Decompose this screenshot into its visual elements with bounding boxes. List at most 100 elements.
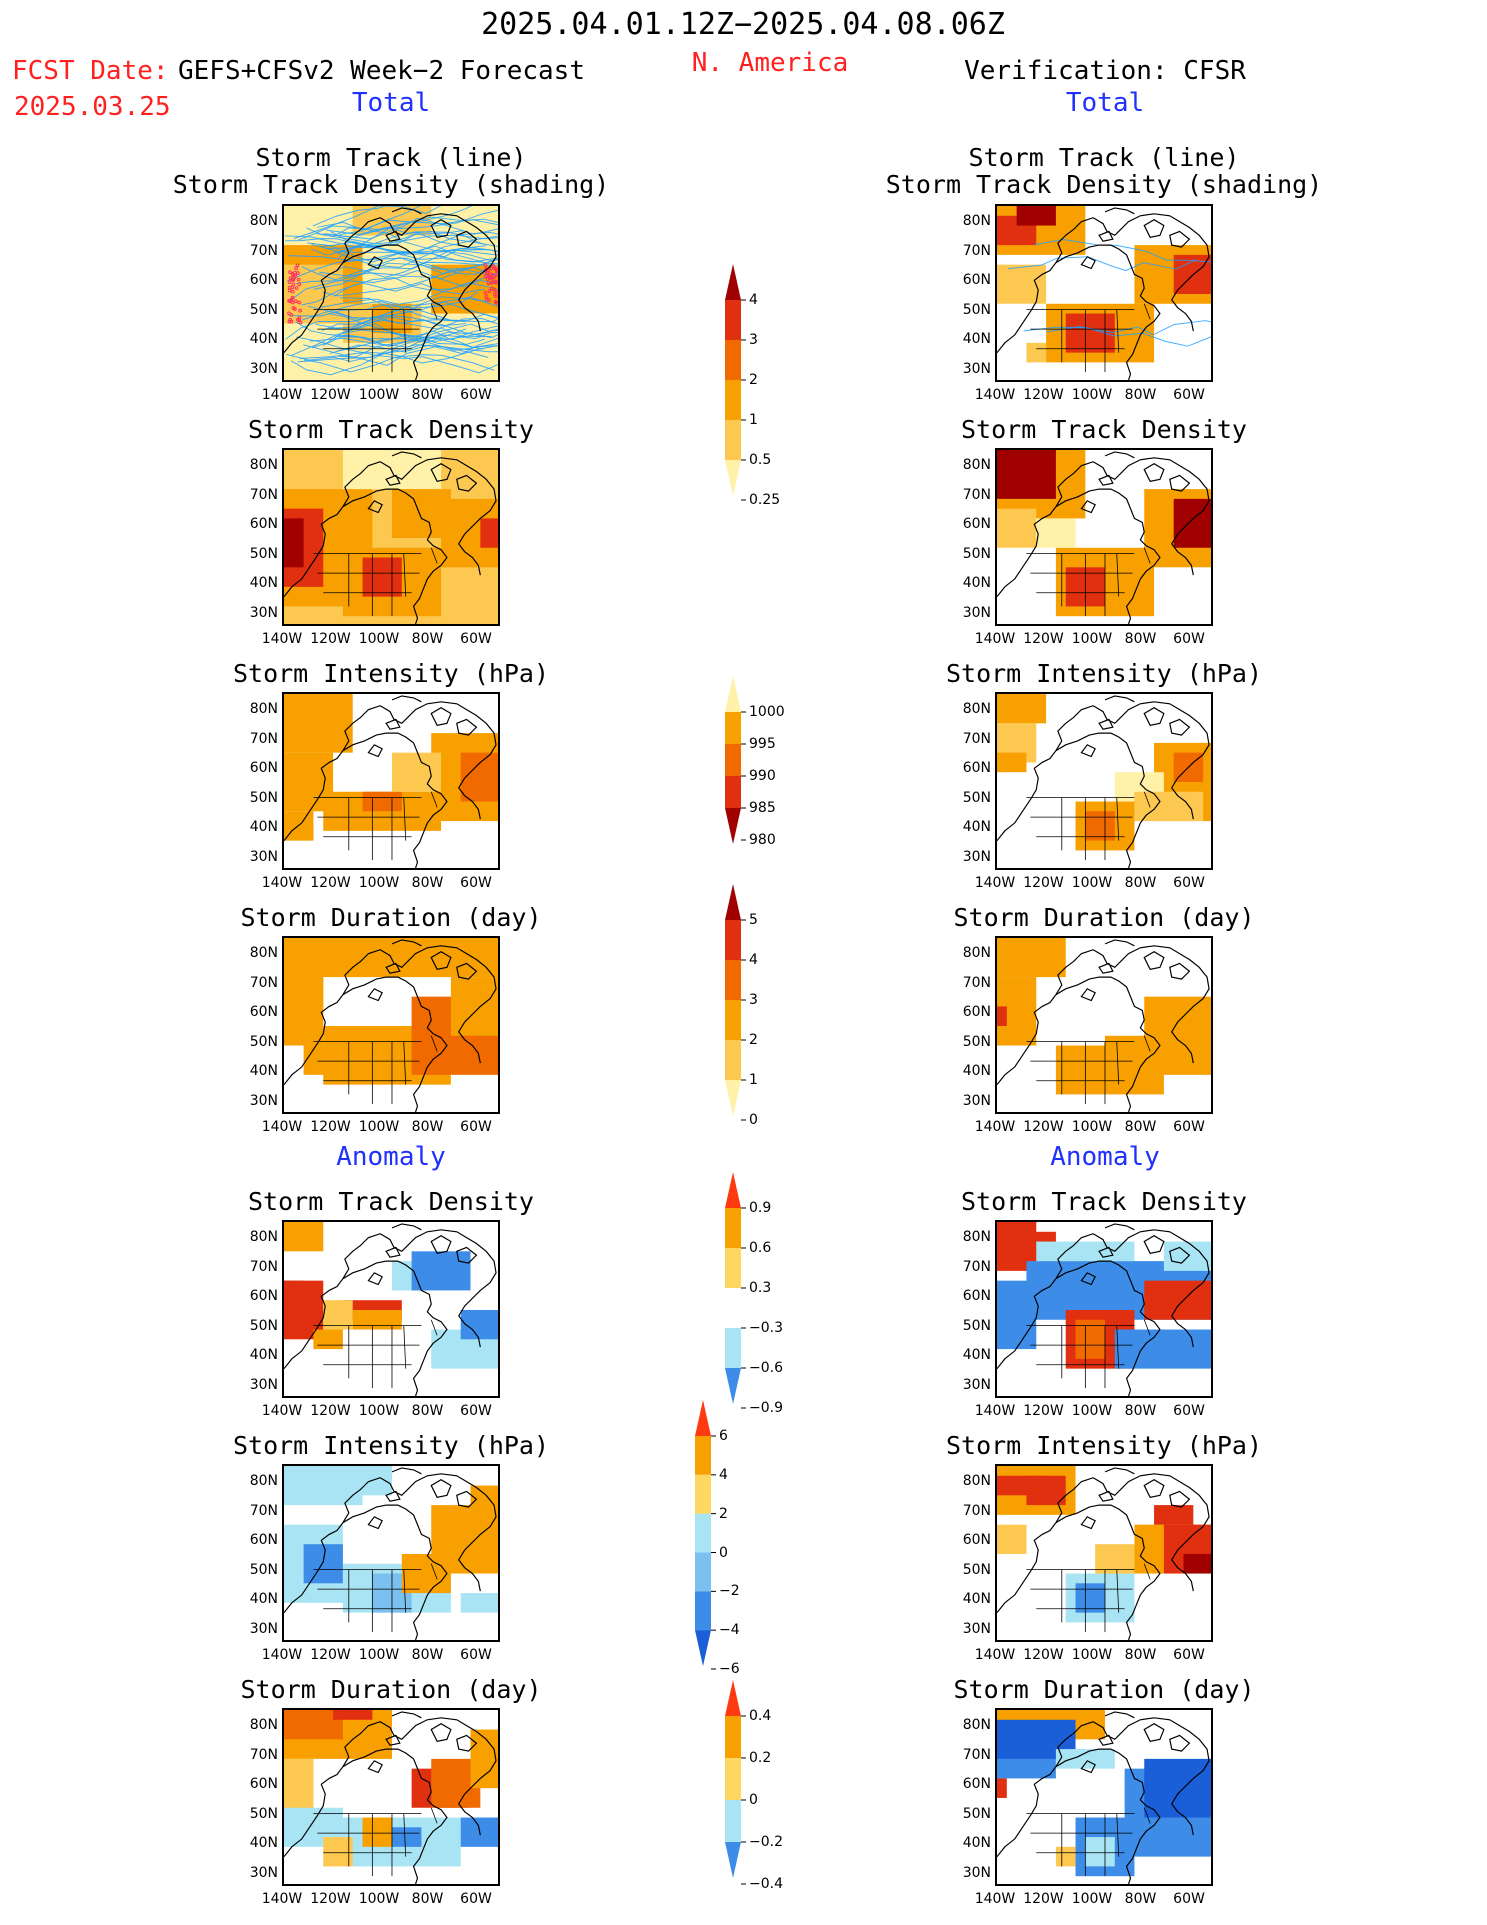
map-panel-5-left — [282, 1464, 500, 1642]
lat-label: 80N — [249, 701, 278, 717]
colorbar-label: 1 — [749, 1072, 758, 1088]
lat-label: 80N — [249, 457, 278, 473]
map-field — [997, 450, 1211, 624]
lon-label: 100W — [1071, 1119, 1113, 1135]
panel-title-0-left: Storm Track Density (shading) — [172, 170, 610, 199]
lon-label: 100W — [358, 631, 400, 647]
colorbar-label: 0.5 — [749, 452, 772, 468]
lat-label: 50N — [962, 301, 991, 318]
lat-label: 70N — [249, 730, 278, 747]
lat-label: 70N — [249, 486, 278, 503]
colorbar-density-total: 4 3 2 1 0.5 0.25 — [725, 264, 805, 536]
lat-label: 60N — [249, 272, 278, 288]
lat-label: 50N — [249, 1033, 278, 1050]
lon-label: 100W — [358, 875, 400, 891]
colorbar-duration-anom: 0.4 0.2 0 −0.2 −0.4 — [725, 1680, 805, 1920]
map-panel-5-right — [995, 1464, 1213, 1642]
lat-label: 80N — [249, 1229, 278, 1245]
colorbar-label: −4 — [719, 1622, 740, 1639]
map-panel-1-left — [282, 448, 500, 626]
colorbar-density-anom: 0.9 0.6 0.3 −0.3 −0.6 −0.9 — [725, 1172, 805, 1444]
lat-label: 30N — [962, 360, 991, 377]
map-panel-1-right — [995, 448, 1213, 626]
lon-label: 140W — [974, 1119, 1016, 1135]
lon-label: 140W — [261, 875, 303, 891]
lon-label: 60W — [1173, 1647, 1205, 1663]
colorbar-label: 3 — [749, 992, 758, 1008]
lon-label: 60W — [1173, 1119, 1205, 1135]
lon-label: 120W — [310, 1647, 351, 1663]
lon-label: 80W — [1124, 1891, 1157, 1907]
lon-label: 100W — [358, 1403, 400, 1419]
map-panel-4-left — [282, 1220, 500, 1398]
lat-label: 80N — [249, 945, 278, 961]
colorbar-label: −0.6 — [749, 1360, 783, 1376]
lon-label: 120W — [310, 631, 351, 647]
lat-label: 60N — [962, 1532, 991, 1548]
panel-title-3-left: Storm Duration (day) — [240, 903, 542, 932]
lat-label: 60N — [962, 1288, 991, 1304]
lon-label: 60W — [1173, 1403, 1205, 1419]
lat-label: 30N — [249, 360, 278, 377]
map-field — [997, 694, 1211, 868]
lon-label: 80W — [411, 387, 444, 403]
map-field — [284, 450, 498, 624]
lon-label: 140W — [261, 1403, 303, 1419]
section-anomaly-left: Anomaly — [336, 1142, 446, 1172]
panel-title-2-left: Storm Intensity (hPa) — [232, 659, 550, 688]
lon-label: 80W — [411, 1119, 444, 1135]
lon-label: 140W — [261, 1119, 303, 1135]
lon-label: 60W — [1173, 387, 1205, 403]
lat-label: 40N — [962, 1591, 991, 1607]
panel-title-2-right: Storm Intensity (hPa) — [945, 659, 1263, 688]
panel-title-6-left: Storm Duration (day) — [240, 1675, 542, 1704]
lon-label: 100W — [1071, 1891, 1113, 1907]
lon-label: 80W — [1124, 631, 1157, 647]
lon-label: 100W — [1071, 631, 1113, 647]
lon-label: 80W — [411, 875, 444, 891]
lat-label: 40N — [249, 1347, 278, 1363]
lon-label: 120W — [310, 875, 351, 891]
lat-label: 40N — [249, 1835, 278, 1851]
lon-label: 140W — [974, 875, 1016, 891]
lat-label: 50N — [249, 789, 278, 806]
colorbar-label: 0.25 — [749, 492, 781, 508]
lon-label: 80W — [411, 631, 444, 647]
lon-label: 120W — [310, 387, 351, 403]
lat-label: 30N — [249, 604, 278, 621]
lon-label: 140W — [974, 387, 1016, 403]
lon-label: 140W — [261, 387, 303, 403]
colorbar-label: 0.2 — [749, 1750, 772, 1766]
region-label: N. America — [691, 48, 849, 78]
colorbar-label: −0.3 — [749, 1320, 783, 1336]
lon-label: 140W — [261, 631, 303, 647]
panel-title-0-right: Storm Track Density (shading) — [885, 170, 1323, 199]
lat-label: 50N — [249, 1317, 278, 1334]
lat-label: 80N — [962, 1717, 991, 1733]
map-panel-6-left — [282, 1708, 500, 1886]
lon-label: 140W — [261, 1647, 303, 1663]
lat-label: 60N — [962, 516, 991, 532]
colorbar-intensity-anom: 6 4 2 0 −2 −4 −6 — [695, 1400, 775, 1705]
lon-label: 140W — [974, 1891, 1016, 1907]
lon-label: 80W — [1124, 387, 1157, 403]
lat-label: 70N — [962, 1746, 991, 1763]
lat-label: 70N — [962, 242, 991, 259]
lat-label: 80N — [249, 1473, 278, 1489]
lat-label: 80N — [962, 945, 991, 961]
lat-label: 30N — [962, 604, 991, 621]
colorbar-label: 0 — [749, 1792, 758, 1808]
lat-label: 60N — [962, 1776, 991, 1792]
lat-label: 50N — [249, 1805, 278, 1822]
lat-label: 60N — [249, 1532, 278, 1548]
colorbar-label: 2 — [749, 372, 758, 388]
lat-label: 70N — [962, 974, 991, 991]
lat-label: 30N — [249, 1864, 278, 1881]
lat-label: 80N — [249, 1717, 278, 1733]
lat-label: 60N — [249, 516, 278, 532]
map-field — [997, 206, 1211, 380]
lat-label: 60N — [962, 272, 991, 288]
lat-label: 80N — [962, 1473, 991, 1489]
lon-label: 100W — [358, 1891, 400, 1907]
map-field — [284, 1222, 498, 1396]
